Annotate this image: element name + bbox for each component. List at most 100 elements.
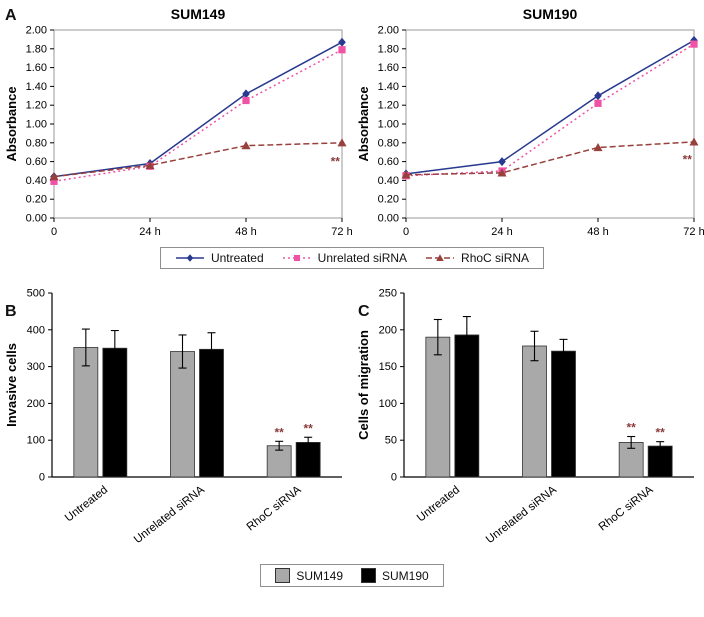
line-legend-row: Untreated Unrelated siRNA RhoC siRNA [0, 247, 704, 269]
legend-item-sum149: SUM149 [275, 568, 343, 583]
bar-sum149 [266, 445, 292, 478]
marker-square [594, 99, 602, 107]
y-tick-label: 500 [27, 288, 45, 300]
series-line [405, 43, 695, 177]
marker-diamond [498, 157, 506, 167]
bar-charts-row: 0 100 200 300 400 500 Invasive cells Untreated U… [0, 273, 704, 561]
x-tick-label: 48 h [587, 226, 608, 238]
significance-label: ** [331, 154, 341, 168]
y-tick-label: 0.80 [26, 137, 47, 149]
y-tick-label: 100 [27, 435, 45, 447]
bar-sum190 [102, 347, 128, 478]
y-tick-label: 1.80 [378, 43, 399, 55]
growth-charts-row: SUM149 0.00 0.20 0.40 0.60 0.80 1.00 1.20 1.40 1.… [0, 4, 704, 244]
y-tick-label: 200 [379, 324, 397, 336]
legend-swatch [426, 254, 455, 262]
y-tick-label: 0.20 [26, 194, 47, 206]
y-tick-label: 0.00 [26, 213, 47, 225]
y-tick-label: 0.60 [26, 156, 47, 168]
bar-sum149 [425, 336, 451, 478]
x-tick-label: 0 [403, 226, 409, 238]
chart-title: SUM149 [171, 6, 226, 22]
y-axis-label: Cells of migration [356, 330, 371, 440]
y-tick-label: 100 [379, 398, 397, 410]
y-axis-label: Invasive cells [4, 343, 19, 427]
bar-sum149 [73, 347, 99, 478]
x-tick-label: 72 h [683, 226, 704, 238]
y-tick-label: 400 [27, 324, 45, 336]
series-line [405, 39, 695, 175]
marker-triangle [497, 168, 507, 177]
y-axis-label: Absorbance [356, 86, 371, 161]
y-tick-label: 2.00 [26, 25, 47, 37]
x-category-label: Unrelated siRNA [132, 484, 207, 546]
series-line [53, 142, 343, 178]
y-tick-label: 0.20 [378, 194, 399, 206]
line-series-legend: Untreated Unrelated siRNA RhoC siRNA [159, 247, 545, 269]
bar-sum190 [647, 445, 673, 478]
significance-label: ** [683, 152, 693, 166]
marker-triangle [49, 172, 59, 181]
bar-sum190 [199, 348, 224, 478]
legend-label: Unrelated siRNA [317, 251, 408, 265]
legend-item-untreated: Untreated [175, 251, 264, 265]
marker-square [338, 46, 346, 54]
line-chart-sum190: SUM190 0.00 0.20 0.40 0.60 0.80 1.00 1.20 1.40 1.… [356, 6, 704, 238]
y-tick-label: 1.60 [378, 62, 399, 74]
plot-border [405, 29, 695, 219]
marker-diamond [594, 91, 602, 101]
marker-triangle [436, 254, 444, 262]
significance-label: ** [303, 421, 313, 435]
panel-label-c: C [358, 303, 370, 320]
legend-label: RhoC siRNA [461, 251, 530, 265]
bar-sum149 [522, 345, 547, 478]
panel-label-b: B [5, 303, 17, 320]
x-tick-label: 0 [51, 226, 57, 238]
chart-title: SUM190 [523, 6, 578, 22]
x-category-label: Untreated [415, 484, 462, 525]
y-tick-label: 1.20 [378, 100, 399, 112]
y-tick-label: 1.40 [26, 81, 47, 93]
bar-sum149 [170, 351, 195, 478]
y-axis-label: Absorbance [4, 86, 19, 161]
legend-swatch [175, 254, 204, 262]
y-tick-label: 0.00 [378, 213, 399, 225]
legend-item-rhoc-sirna: RhoC siRNA [425, 251, 529, 265]
marker-triangle [337, 138, 347, 147]
bar-legend-row: SUM149 SUM190 [0, 564, 704, 587]
bar-chart-invasive-cells: 0 100 200 300 400 500 Invasive cells Untreated U… [4, 288, 342, 546]
marker-square [690, 40, 698, 48]
bar-sum190 [454, 334, 480, 478]
series-line [53, 49, 343, 183]
y-tick-label: 1.80 [26, 43, 47, 55]
marker-triangle [689, 137, 699, 146]
legend-label: Untreated [210, 251, 264, 265]
y-tick-label: 0.80 [378, 137, 399, 149]
bar-sum190 [295, 442, 321, 478]
marker-diamond [338, 37, 346, 47]
y-tick-label: 1.40 [378, 81, 399, 93]
y-tick-label: 0.40 [26, 175, 47, 187]
y-tick-label: 0.60 [378, 156, 399, 168]
legend-swatch [275, 568, 291, 583]
x-tick-label: 24 h [139, 226, 160, 238]
bar-sum190 [551, 350, 576, 478]
marker-triangle [401, 170, 411, 179]
y-tick-label: 300 [27, 361, 45, 373]
y-tick-label: 1.20 [26, 100, 47, 112]
line-chart-sum149: SUM149 0.00 0.20 0.40 0.60 0.80 1.00 1.20 1.40 1.… [4, 6, 352, 238]
bar-chart-cells-of-migration: 0 50 100 150 200 250 Cells of migration Untreat… [356, 288, 694, 546]
legend-item-sum190: SUM190 [361, 568, 429, 583]
marker-triangle [241, 141, 251, 150]
plot-border [53, 29, 343, 219]
y-tick-label: 0.40 [378, 175, 399, 187]
significance-label: ** [626, 421, 636, 435]
x-category-label: RhoC siRNA [597, 484, 656, 534]
legend-label: SUM149 [296, 568, 343, 583]
legend-swatch [282, 254, 311, 262]
marker-square [50, 177, 58, 185]
marker-diamond [242, 89, 250, 99]
x-tick-label: 24 h [491, 226, 512, 238]
marker-diamond [186, 254, 194, 262]
